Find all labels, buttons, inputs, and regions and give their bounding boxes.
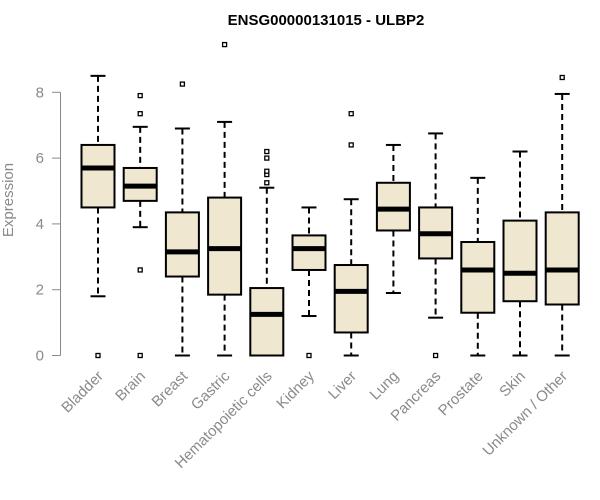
box — [80, 143, 116, 209]
y-axis-label: Expression — [0, 163, 17, 237]
outlier-point — [348, 111, 354, 117]
box — [544, 211, 580, 306]
box-group — [544, 74, 580, 357]
x-category-label: Skin — [496, 368, 529, 401]
outlier-point — [559, 74, 565, 81]
box-group — [122, 92, 158, 359]
outlier-point — [264, 148, 270, 155]
box-group — [333, 111, 369, 357]
x-category-label: Kidney — [273, 367, 318, 412]
y-tick-label: 0 — [36, 348, 44, 365]
y-tick-label: 8 — [36, 84, 44, 101]
chart-title: ENSG00000131015 - ULBP2 — [228, 12, 425, 29]
y-axis: 0 2 4 6 8 — [36, 84, 61, 365]
x-category-label: Breast — [149, 367, 192, 410]
box — [249, 287, 285, 357]
box — [333, 264, 369, 334]
box-group — [80, 74, 116, 359]
box — [460, 240, 496, 314]
y-tick-label: 6 — [36, 150, 44, 167]
x-category-label: Prostate — [435, 368, 487, 420]
box — [291, 234, 327, 271]
x-category-label: Brain — [112, 368, 149, 405]
y-tick-label: 2 — [36, 282, 44, 299]
box-group — [502, 150, 538, 357]
box-group — [249, 148, 285, 357]
outlier-point — [306, 352, 312, 359]
outlier-point — [137, 267, 143, 273]
outlier-point — [137, 92, 143, 99]
box-group — [164, 81, 200, 357]
boxes-group — [80, 41, 580, 359]
box-group — [207, 41, 243, 357]
box-group — [375, 143, 411, 294]
outlier-point — [95, 352, 101, 359]
outlier-point — [264, 180, 270, 186]
box-group — [291, 206, 327, 359]
x-category-label: Bladder — [58, 368, 107, 417]
outlier-point — [348, 142, 354, 148]
outlier-point — [137, 111, 143, 117]
outlier-point — [264, 168, 270, 174]
box — [164, 211, 200, 278]
outlier-point — [179, 81, 186, 87]
box-group — [460, 176, 496, 357]
outlier-point — [264, 155, 270, 161]
outlier-point — [432, 352, 439, 359]
box-group — [418, 132, 454, 359]
outlier-point — [137, 352, 143, 359]
box — [502, 219, 538, 303]
y-tick-label: 4 — [36, 216, 44, 233]
outlier-point — [221, 41, 228, 48]
x-category-label: Lung — [367, 368, 403, 404]
x-category-label: Liver — [325, 368, 360, 403]
